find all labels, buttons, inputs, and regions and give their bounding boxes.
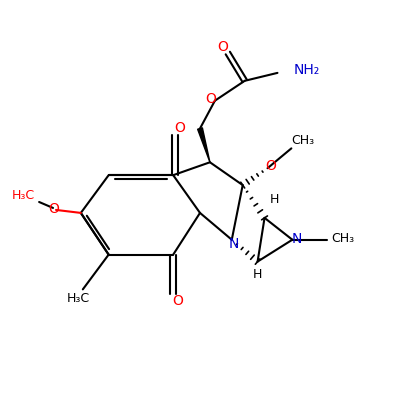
Text: O: O (48, 202, 60, 216)
Polygon shape (198, 128, 210, 162)
Text: O: O (175, 122, 186, 136)
Text: CH₃: CH₃ (292, 134, 315, 147)
Text: H: H (270, 194, 279, 206)
Text: NH₂: NH₂ (293, 63, 320, 77)
Text: O: O (206, 92, 216, 106)
Text: H: H (253, 268, 262, 281)
Text: H₃C: H₃C (12, 188, 35, 202)
Text: O: O (218, 40, 228, 54)
Text: O: O (265, 159, 276, 173)
Text: H₃C: H₃C (66, 292, 90, 305)
Text: O: O (173, 294, 184, 308)
Text: CH₃: CH₃ (332, 232, 354, 245)
Text: N: N (291, 232, 302, 246)
Text: N: N (228, 237, 239, 251)
